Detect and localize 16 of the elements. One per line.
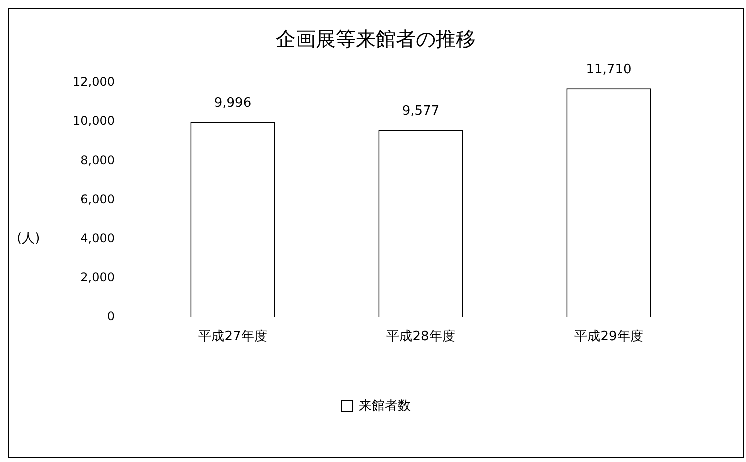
y-axis-title: (人) bbox=[17, 232, 40, 247]
data-label: 11,710 bbox=[586, 62, 632, 78]
y-tick-label: 8,000 bbox=[80, 153, 115, 168]
y-tick-label: 0 bbox=[107, 310, 115, 324]
y-tick-label: 2,000 bbox=[80, 270, 115, 284]
data-label: 9,577 bbox=[402, 104, 440, 120]
y-tick-label: 12,000 bbox=[72, 75, 115, 90]
y-tick-label: 10,000 bbox=[72, 114, 115, 128]
text: 来館者数 bbox=[359, 398, 411, 415]
y-tick-label: 4,000 bbox=[80, 231, 115, 246]
data-label: 9,996 bbox=[214, 96, 252, 112]
chart-title: 企画展等来館者の推移 bbox=[276, 27, 476, 52]
x-tick-label: 平成29年度 bbox=[574, 328, 644, 345]
x-tick-label: 平成28年度 bbox=[386, 328, 456, 345]
y-tick-label: 6,000 bbox=[80, 192, 115, 206]
x-tick-label: 平成27年度 bbox=[198, 328, 268, 345]
